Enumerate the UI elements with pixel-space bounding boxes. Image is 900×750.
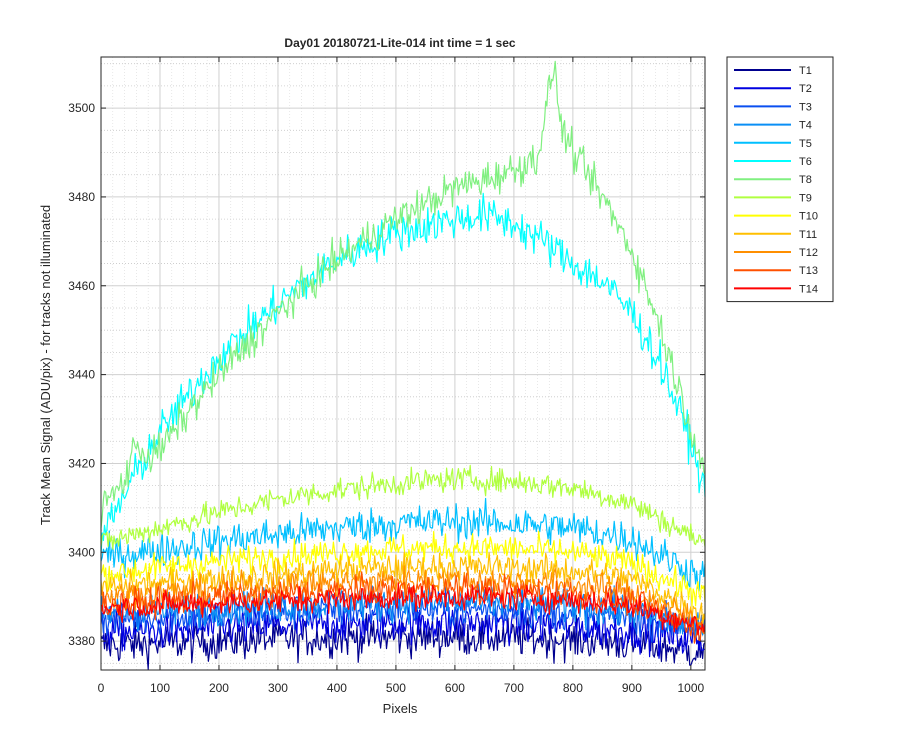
series-line-t14 — [100, 582, 706, 636]
y-tick-label: 3440 — [68, 368, 95, 382]
series-line-t11 — [100, 552, 706, 629]
y-tick-label: 3480 — [68, 190, 95, 204]
x-axis-label: Pixels — [383, 701, 418, 716]
chart-title: Day01 20180721-Lite-014 int time = 1 sec — [284, 36, 515, 50]
y-tick-label: 3500 — [68, 101, 95, 115]
x-tick-label: 100 — [150, 681, 170, 695]
series-line-t1 — [100, 612, 706, 670]
series-line-t12 — [100, 565, 706, 635]
y-tick-label: 3420 — [68, 456, 95, 470]
series-line-t9 — [100, 464, 706, 550]
series-layer — [100, 60, 706, 670]
legend-label: T3 — [799, 101, 812, 113]
legend-label: T12 — [799, 247, 818, 259]
x-tick-label: 900 — [622, 681, 642, 695]
y-tick-label: 3400 — [68, 545, 95, 559]
legend-label: T10 — [799, 211, 818, 223]
legend-label: T2 — [799, 83, 812, 95]
legend-label: T8 — [799, 174, 812, 186]
y-tick-label: 3380 — [68, 634, 95, 648]
legend-label: T11 — [799, 229, 817, 241]
series-line-t8 — [100, 60, 706, 529]
x-tick-label: 0 — [98, 681, 105, 695]
y-tick-label: 3460 — [68, 279, 95, 293]
series-line-t6 — [100, 192, 706, 556]
ticks-layer: 0 100 200 300 400 500 600 700 800 900 1000 3380 3400… — [68, 57, 705, 695]
legend-label: T6 — [799, 156, 812, 168]
legend-label: T9 — [799, 192, 812, 204]
x-tick-label: 1000 — [677, 681, 704, 695]
series-line-t10 — [100, 530, 706, 607]
x-tick-label: 400 — [327, 681, 347, 695]
legend-label: T14 — [799, 283, 818, 295]
x-tick-label: 300 — [268, 681, 288, 695]
x-tick-label: 600 — [445, 681, 465, 695]
legend-label: T1 — [799, 65, 812, 77]
x-tick-label: 500 — [386, 681, 406, 695]
legend-label: T13 — [799, 265, 818, 277]
legend-label: T4 — [799, 120, 812, 132]
legend-label: T5 — [799, 138, 812, 150]
x-tick-label: 700 — [504, 681, 524, 695]
series-line-t5 — [100, 497, 706, 592]
x-tick-label: 800 — [563, 681, 583, 695]
plot-frame — [100, 56, 706, 671]
legend: T1 T2 T3 T4 T5 T6 T8 T9 T10 T11 T12 T13 T14 — [726, 56, 834, 303]
y-axis-label: Track Mean Signal (ADU/pix) - for tracks… — [38, 205, 53, 525]
x-tick-label: 200 — [209, 681, 229, 695]
